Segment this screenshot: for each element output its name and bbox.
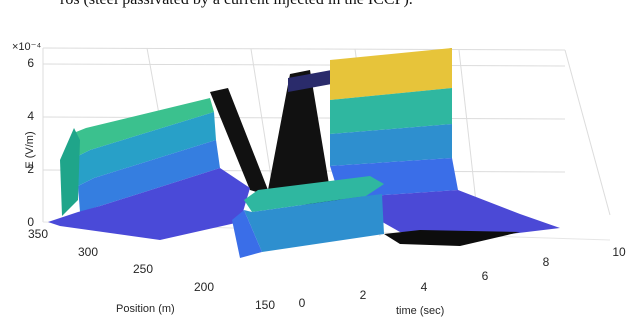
surface-mesh [48, 48, 560, 258]
x-tick-2: 2 [360, 288, 367, 302]
tick-labels: 0 2 4 6 0 2 4 6 8 10 350 300 250 200 150 [27, 56, 626, 312]
x-tick-8: 8 [543, 255, 550, 269]
left-plateau-front [76, 98, 214, 156]
left-base [48, 168, 250, 240]
tall-plateau-green [330, 88, 452, 134]
tall-plateau-yellow [330, 48, 452, 100]
front-dark-base [384, 230, 520, 246]
left-plateau-blue [78, 140, 220, 212]
y-tick-350: 350 [28, 227, 48, 241]
right-decay [340, 190, 560, 240]
left-plateau-cyan [78, 112, 216, 186]
x-axis-label: time (sec) [396, 305, 444, 317]
z-axis-label: E (V/m) [24, 131, 36, 168]
y-tick-250: 250 [133, 262, 153, 276]
x-tick-6: 6 [482, 269, 489, 283]
z-tick-2: 2 [27, 162, 34, 176]
z-tick-6: 6 [27, 56, 34, 70]
back-tall-wall-dark [210, 70, 360, 205]
x-tick-4: 4 [421, 280, 428, 294]
y-tick-300: 300 [78, 245, 98, 259]
z-tick-0: 0 [27, 215, 34, 229]
front-plateau-face [244, 194, 384, 252]
x-tick-10: 10 [612, 245, 626, 259]
left-spike [60, 128, 80, 216]
tall-plateau-teal [330, 124, 452, 166]
front-plateau-top [244, 176, 384, 212]
figure-caption: ros (steel passivated by a current injec… [0, 0, 626, 11]
y-axis-label: Position (m) [116, 303, 175, 315]
y-tick-150: 150 [255, 298, 275, 312]
z-exponent-label: ×10⁻⁴ [12, 41, 41, 53]
grid-z6 [42, 63, 566, 67]
y-tick-200: 200 [194, 280, 214, 294]
z-tick-4: 4 [27, 109, 34, 123]
x-tick-0: 0 [299, 296, 306, 310]
front-plateau-left [232, 210, 262, 258]
